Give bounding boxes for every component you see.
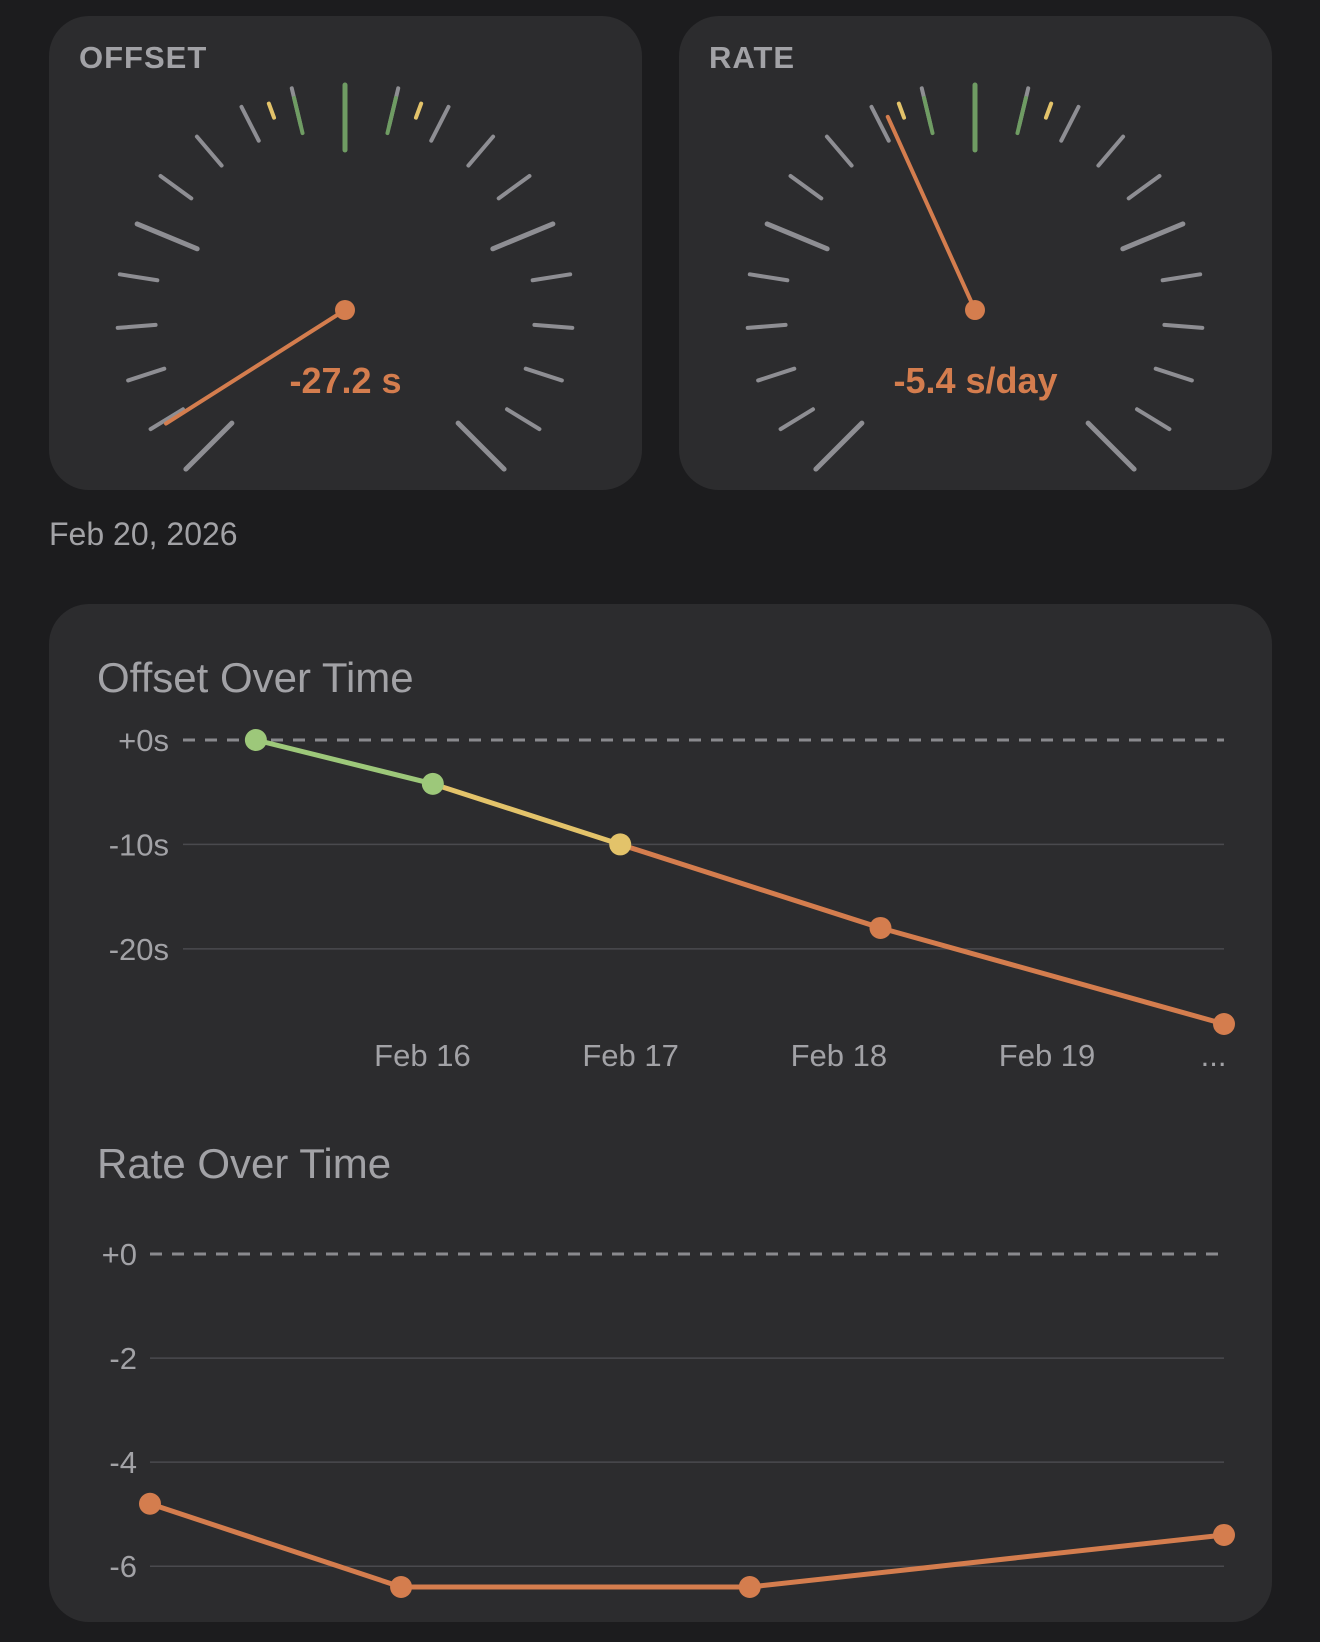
- history-charts-card: Offset Over Time +0s -10s -20s Feb 16 Feb 17…: [49, 604, 1272, 1622]
- offset-gauge-yellow-band-marker: [266, 101, 277, 120]
- offset-gauge-tick-mark: [148, 407, 185, 432]
- offset-chart-data-point: [244, 729, 267, 751]
- rate-gauge-tick-mark: [778, 407, 815, 432]
- offset-chart-series-segment: [253, 737, 436, 787]
- rate-chart-series-segment: [147, 1501, 404, 1590]
- offset-gauge-tick-mark: [530, 272, 573, 283]
- rate-gauge-tick-mark: [764, 221, 830, 252]
- offset-gauge-needle-hub: [335, 300, 355, 320]
- rate-gauge-tick-mark: [788, 173, 824, 201]
- offset-chart-title: Offset Over Time: [97, 654, 414, 701]
- offset-gauge-needle: [164, 308, 347, 426]
- offset-gauge-tick-mark: [117, 272, 160, 283]
- rate-gauge-green-band-marker: [1015, 96, 1028, 136]
- rate-gauge-title: RATE: [709, 40, 796, 75]
- date-label: Feb 20, 2026: [49, 516, 238, 552]
- offset-gauge-yellow-band-marker: [413, 101, 424, 120]
- offset-chart-x-tick-label: Feb 17: [582, 1038, 679, 1073]
- rate-chart-series-segment: [747, 1532, 1227, 1590]
- rate-chart-data-point: [738, 1576, 761, 1598]
- rate-chart-y-tick-label: +0: [102, 1237, 137, 1272]
- rate-gauge-tick-mark: [1126, 173, 1162, 201]
- rate-chart-title: Rate Over Time: [97, 1140, 392, 1187]
- rate-gauge-tick-mark: [747, 272, 790, 283]
- rate-gauge-green-band-marker: [922, 96, 935, 136]
- offset-gauge-tick-mark: [532, 322, 575, 330]
- offset-gauge-tick-mark: [490, 221, 556, 252]
- rate-chart-data-point: [390, 1576, 413, 1598]
- offset-chart-x-tick-label: Feb 19: [999, 1038, 1096, 1073]
- offset-gauge-tick-mark: [239, 104, 261, 143]
- offset-gauge-tick-mark: [429, 104, 451, 143]
- offset-gauge-dial: [115, 82, 575, 472]
- offset-gauge-tick-mark: [455, 420, 507, 472]
- rate-gauge-tick-mark: [1059, 104, 1081, 143]
- offset-gauge-tick-mark: [126, 366, 167, 383]
- offset-gauge-green-band-marker: [385, 96, 398, 136]
- rate-gauge-tick-mark: [1096, 134, 1126, 168]
- rate-chart-y-tick-label: -6: [109, 1549, 137, 1584]
- rate-gauge-tick-mark: [813, 420, 865, 472]
- offset-gauge-tick-mark: [194, 134, 224, 168]
- rate-gauge-needle-hub: [965, 300, 985, 320]
- offset-chart-series-segment: [430, 781, 623, 847]
- rate-chart-y-tick-label: -4: [109, 1445, 137, 1480]
- rate-gauge-tick-mark: [824, 134, 854, 168]
- offset-chart-y-tick-label: -10s: [109, 827, 169, 862]
- offset-chart-y-tick-label: -20s: [109, 932, 169, 967]
- rate-gauge-card: RATE -5.4 s/day: [679, 16, 1272, 490]
- offset-chart-data-point: [609, 833, 632, 856]
- offset-chart-x-tick-label: Feb 16: [374, 1038, 471, 1073]
- rate-gauge-tick-mark: [869, 104, 891, 143]
- rate-gauge-tick-mark: [1120, 221, 1186, 252]
- offset-gauge-tick-mark: [158, 173, 194, 201]
- offset-gauge-tick-mark: [523, 366, 564, 383]
- offset-chart-y-tick-label: +0s: [118, 723, 169, 758]
- offset-chart-series-segment: [617, 841, 883, 931]
- rate-chart-y-tick-label: -2: [109, 1341, 137, 1376]
- rate-chart-data-point: [1213, 1523, 1235, 1546]
- rate-gauge-tick-mark: [756, 366, 797, 383]
- rate-gauge-tick-mark: [1162, 322, 1205, 330]
- offset-chart-x-tick-label: Feb 18: [791, 1038, 888, 1073]
- offset-gauge-tick-mark: [183, 420, 235, 472]
- rate-gauge-tick-mark: [745, 322, 788, 330]
- offset-gauge-title: OFFSET: [79, 40, 208, 75]
- offset-gauge-tick-mark: [496, 173, 532, 201]
- rate-gauge-needle: [885, 114, 977, 312]
- offset-gauge-value: -27.2 s: [289, 360, 402, 401]
- rate-chart-data-point: [139, 1492, 161, 1515]
- rate-gauge-tick-mark: [1153, 366, 1194, 383]
- rate-gauge-dial: [745, 82, 1205, 472]
- offset-gauge-tick-mark: [466, 134, 496, 168]
- offset-chart-data-point: [421, 772, 444, 795]
- rate-gauge-yellow-band-marker: [1043, 101, 1054, 120]
- offset-gauge-tick-mark: [115, 322, 158, 330]
- offset-gauge-card: OFFSET -27.2 s: [49, 16, 642, 490]
- rate-gauge-yellow-band-marker: [896, 101, 907, 120]
- offset-chart: +0s -10s -20s Feb 16 Feb 17 Feb 18 Feb 19...: [109, 723, 1235, 1073]
- offset-chart-data-point: [1213, 1013, 1235, 1035]
- offset-chart-data-point: [869, 916, 892, 939]
- offset-gauge-tick-mark: [134, 221, 200, 252]
- rate-gauge-tick-mark: [1135, 407, 1172, 432]
- offset-chart-x-tick-label: ...: [1201, 1038, 1227, 1073]
- rate-gauge-tick-mark: [1085, 420, 1137, 472]
- offset-gauge-green-band-marker: [292, 96, 305, 136]
- offset-chart-series-segment: [877, 925, 1227, 1027]
- rate-gauge-tick-mark: [1160, 272, 1203, 283]
- offset-gauge-tick-mark: [505, 407, 542, 432]
- rate-gauge-value: -5.4 s/day: [893, 360, 1058, 401]
